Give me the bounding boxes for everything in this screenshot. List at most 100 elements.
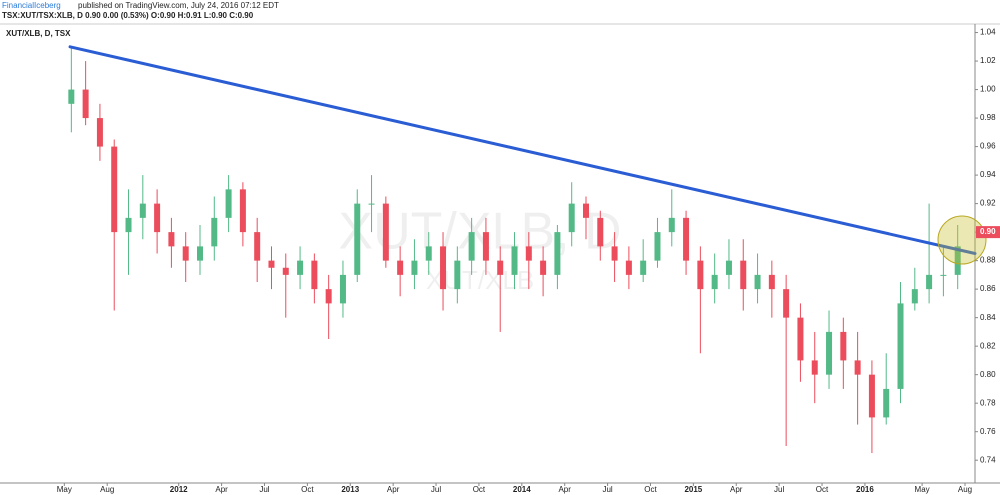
candle-body (868, 374, 875, 418)
candle-body (754, 274, 761, 290)
candle-body (397, 260, 404, 275)
candle-body (268, 260, 275, 268)
candle-body (211, 217, 218, 247)
x-tick-label: May (915, 485, 930, 494)
candle-body (139, 203, 146, 218)
y-tick-label: 0.82 (980, 341, 996, 350)
x-tick-label: Apr (387, 485, 400, 494)
candle-body (325, 289, 332, 304)
x-tick-label: 2014 (513, 485, 531, 494)
y-tick-label: 0.76 (980, 427, 996, 436)
candle-body (382, 203, 389, 261)
candle-body (96, 118, 103, 147)
candle-body (82, 89, 89, 119)
candle-body (654, 232, 661, 261)
candle-body (883, 388, 890, 418)
y-tick-label: 0.88 (980, 256, 996, 265)
last-price-label: 0.90 (980, 227, 996, 236)
candle-body (840, 331, 847, 361)
x-tick-label: Oct (644, 485, 657, 494)
candle-body (597, 217, 604, 247)
candle-body (297, 260, 304, 275)
published: published on TradingView.com, July 24, 2… (78, 1, 279, 10)
candle-body (525, 246, 532, 261)
candle-body (239, 189, 246, 233)
candle-body (554, 232, 561, 275)
candle-body (454, 260, 461, 290)
legend-label: XUT/XLB, D, TSX (6, 29, 71, 38)
y-tick-label: 0.98 (980, 113, 996, 122)
y-tick-label: 0.92 (980, 199, 996, 208)
candle-body (725, 260, 732, 275)
x-tick-label: Jul (431, 485, 441, 494)
x-tick-label: 2012 (170, 485, 188, 494)
x-tick-label: Aug (100, 485, 114, 494)
y-tick-label: 0.94 (980, 170, 996, 179)
candle-body (497, 260, 504, 275)
candle-body (811, 360, 818, 375)
y-tick-label: 0.86 (980, 284, 996, 293)
candle-body (225, 189, 232, 218)
symbol-line: TSX:XUT/TSX:XLB, D 0.90 0.00 (0.53%) O:0… (2, 11, 254, 20)
candle-body (611, 246, 618, 261)
candle-body (926, 274, 933, 290)
y-tick-label: 1.02 (980, 56, 996, 65)
candle-body (897, 303, 904, 389)
y-tick-label: 0.84 (980, 313, 996, 322)
candle-body (468, 232, 475, 261)
author[interactable]: FinancialIceberg (2, 1, 61, 10)
x-tick-label: Jul (259, 485, 269, 494)
candle-body (154, 203, 161, 233)
x-tick-label: 2013 (341, 485, 359, 494)
x-tick-label: 2015 (684, 485, 702, 494)
x-tick-label: Aug (958, 485, 972, 494)
highlight-circle (937, 215, 987, 265)
x-tick-label: Oct (473, 485, 486, 494)
candle-body (182, 246, 189, 261)
candle-body (826, 331, 833, 375)
x-tick-label: Oct (816, 485, 829, 494)
candle-body (854, 360, 861, 375)
candle-body (697, 260, 704, 290)
candle-body (711, 274, 718, 290)
candle-body (668, 217, 675, 233)
candle-body (540, 260, 547, 275)
candle-body (954, 246, 961, 275)
y-tick-label: 0.74 (980, 455, 996, 464)
last-price-box (976, 226, 1000, 239)
candle-body (354, 203, 361, 275)
y-tick-label: 1.00 (980, 85, 996, 94)
x-tick-label: May (57, 485, 72, 494)
candle-body (797, 317, 804, 361)
candle-body (740, 260, 747, 290)
x-tick-label: 2016 (856, 485, 874, 494)
candle-body (254, 232, 261, 261)
candle-body (282, 267, 289, 275)
candle-body (125, 217, 132, 233)
y-tick-label: 1.04 (980, 28, 996, 37)
y-tick-label: 0.78 (980, 398, 996, 407)
x-tick-label: Jul (774, 485, 784, 494)
candle-body (640, 260, 647, 275)
trendline (68, 45, 977, 255)
candle-body (683, 217, 690, 261)
candle-body (311, 260, 318, 290)
candle-body (940, 274, 947, 276)
x-tick-label: Apr (215, 485, 228, 494)
candle-body (111, 146, 118, 233)
candle-body (768, 274, 775, 290)
y-tick-label: 0.80 (980, 370, 996, 379)
x-tick-label: Jul (602, 485, 612, 494)
candle-body (368, 203, 375, 205)
x-tick-label: Apr (558, 485, 571, 494)
candle-body (625, 260, 632, 275)
candle-body (568, 203, 575, 233)
candle-body (582, 203, 589, 218)
candle-body (196, 246, 203, 261)
y-tick-label: 0.96 (980, 142, 996, 151)
candle-body (411, 260, 418, 275)
candle-body (511, 246, 518, 275)
candle-body (339, 274, 346, 304)
candle-body (168, 232, 175, 247)
